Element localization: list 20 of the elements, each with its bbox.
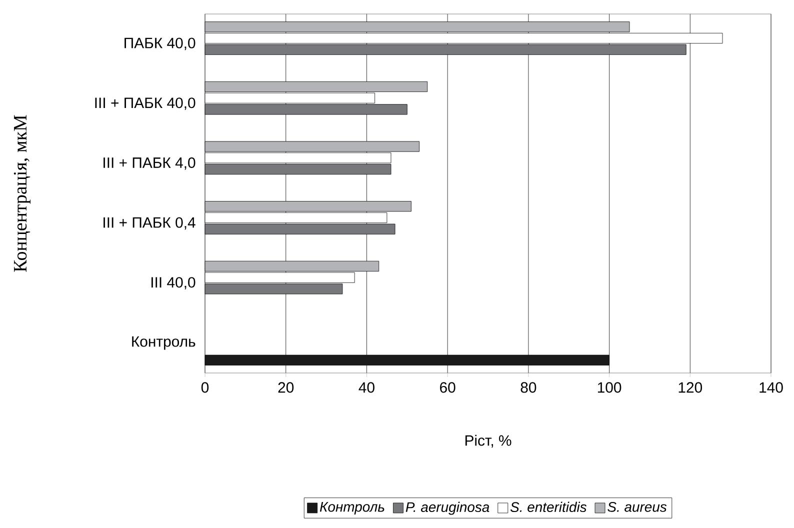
x-tick-label: 0 [201, 382, 209, 393]
legend-label: P. aeruginosa [406, 502, 490, 515]
x-tick-label: 40 [358, 382, 374, 393]
x-axis-title: Ріст, % [465, 434, 512, 448]
x-tick-label: 80 [520, 382, 536, 393]
x-tick-label: 60 [440, 382, 456, 393]
legend-label: S. aureus [608, 502, 667, 512]
x-tick-label: 20 [278, 382, 294, 393]
y-tick-label: III + ПАБК 40,0 [95, 98, 196, 110]
legend-label: S. enteritidis [510, 502, 587, 512]
y-axis-title: Концентрація, мкМ [14, 115, 30, 272]
x-tick-label: 140 [760, 382, 783, 393]
legend-label: Контроль [320, 502, 384, 515]
y-tick-label: ПАБК 40,0 [124, 38, 196, 50]
x-tick-label: 120 [678, 382, 702, 393]
x-tick-label: 100 [598, 382, 622, 393]
y-tick-label: Контроль [132, 336, 196, 350]
y-tick-label: III 40,0 [152, 277, 196, 290]
y-tick-label: III + ПАБК 4,0 [104, 157, 196, 170]
y-tick-label: III + ПАБК 0,4 [104, 217, 196, 230]
